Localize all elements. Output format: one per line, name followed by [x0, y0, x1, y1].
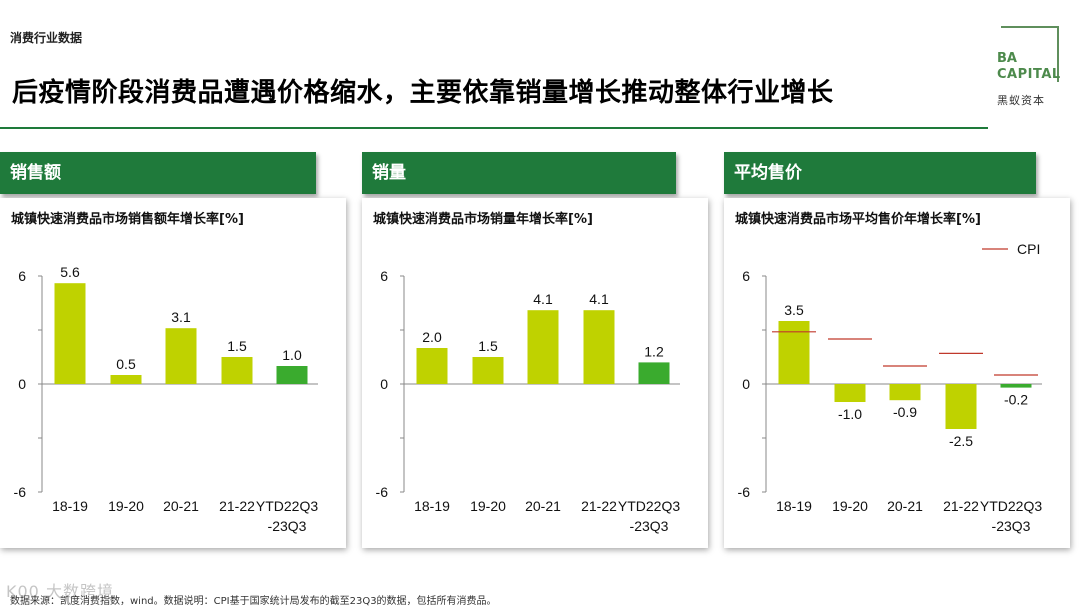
bar — [54, 283, 86, 384]
y-tick-label: 6 — [380, 268, 388, 284]
x-tick-label: -23Q3 — [630, 518, 669, 534]
y-tick-label: -6 — [376, 484, 389, 500]
page-title: 后疫情阶段消费品遭遇价格缩水，主要依靠销量增长推动整体行业增长 — [12, 78, 834, 108]
logo-frame — [1001, 26, 1059, 82]
x-tick-label: YTD22Q3 — [256, 498, 318, 514]
bar — [945, 384, 977, 429]
data-label: 1.5 — [478, 338, 498, 354]
x-tick-label: YTD22Q3 — [618, 498, 680, 514]
title-divider — [0, 127, 988, 129]
x-tick-label: 21-22 — [219, 498, 255, 514]
bar — [527, 310, 559, 384]
y-tick-label: 6 — [742, 268, 750, 284]
chart-title-volume: 城镇快速消费品市场销量年增长率[%] — [373, 212, 593, 227]
chart-title-avg-price: 城镇快速消费品市场平均售价年增长率[%] — [735, 212, 981, 227]
data-label: -1.0 — [838, 406, 862, 422]
y-tick-label: 0 — [380, 376, 388, 392]
x-tick-label: -23Q3 — [992, 518, 1031, 534]
watermark: K00 大数跨境 — [6, 582, 114, 601]
logo-line2: CAPITAL — [997, 67, 1061, 82]
y-tick-label: -6 — [738, 484, 751, 500]
chart-title-sales: 城镇快速消费品市场销售额年增长率[%] — [11, 212, 244, 227]
ba-capital-logo: BA CAPITAL 黑蚁资本 — [995, 22, 1065, 107]
chart-card-volume: 城镇快速消费品市场销量年增长率[%] 6 0 -6 2.0 1.5 4.1 4.1 1.2 18… — [362, 198, 708, 548]
x-tick-label: 19-20 — [470, 498, 506, 514]
data-label: -2.5 — [949, 433, 973, 449]
x-tick-label: 20-21 — [163, 498, 199, 514]
footer-note: 数据来源：凯度消费指数，wind。数据说明：CPI基于国家统计局发布的截至23Q… — [10, 596, 497, 607]
tab-volume: 销量 — [362, 152, 676, 194]
bar — [276, 366, 308, 384]
data-label: 4.1 — [589, 291, 609, 307]
data-label: 1.2 — [644, 343, 664, 359]
y-tick-label: 6 — [18, 268, 26, 284]
x-tick-label: YTD22Q3 — [980, 498, 1042, 514]
data-label: 2.0 — [422, 329, 442, 345]
bar — [638, 362, 670, 384]
data-label: -0.2 — [1004, 392, 1028, 408]
data-label: 1.0 — [282, 347, 302, 363]
chart-avg-price: 6 0 -6 3.5 -1.0 -0.9 -2.5 -0.2 CPI 18-19 19-20 20-2… — [738, 241, 1043, 534]
bar — [110, 375, 142, 384]
y-tick-label: 0 — [18, 376, 26, 392]
bar — [889, 384, 921, 401]
x-tick-label: 21-22 — [943, 498, 979, 514]
chart-sales: 6 0 -6 5.6 0.5 3.1 1.5 1.0 18-19 19-20 20-21 21-22 Y… — [14, 264, 319, 534]
x-tick-label: 20-21 — [887, 498, 923, 514]
y-tick-label: 0 — [742, 376, 750, 392]
bar — [416, 348, 448, 384]
chart-volume: 6 0 -6 2.0 1.5 4.1 4.1 1.2 18-19 19-20 20-21 21-22 Y… — [376, 268, 681, 534]
bar — [834, 384, 866, 402]
chart-card-sales: 城镇快速消费品市场销售额年增长率[%] 6 0 -6 5.6 0.5 3.1 1.5 1.0 1… — [0, 198, 346, 548]
x-tick-label: 20-21 — [525, 498, 561, 514]
bar — [1000, 384, 1032, 388]
x-tick-label: 21-22 — [581, 498, 617, 514]
data-label: 1.5 — [227, 338, 247, 354]
logo-line1: BA — [997, 51, 1017, 66]
tab-sales: 销售额 — [0, 152, 316, 194]
bar — [221, 357, 253, 384]
bar — [778, 321, 810, 384]
tab-avg-price: 平均售价 — [724, 152, 1036, 194]
data-label: 3.5 — [784, 302, 804, 318]
bar — [583, 310, 615, 384]
bar — [165, 328, 197, 384]
category-label: 消费行业数据 — [10, 31, 83, 45]
data-label: 5.6 — [60, 264, 80, 280]
data-label: -0.9 — [893, 404, 917, 420]
x-tick-label: -23Q3 — [268, 518, 307, 534]
logo-cn: 黑蚁资本 — [997, 94, 1045, 107]
data-label: 0.5 — [116, 356, 136, 372]
legend-cpi-label: CPI — [1017, 241, 1040, 257]
x-tick-label: 18-19 — [52, 498, 88, 514]
bar — [472, 357, 504, 384]
chart-card-avg-price: 城镇快速消费品市场平均售价年增长率[%] 6 0 -6 3.5 -1.0 -0.9 -2.5… — [724, 198, 1070, 548]
x-tick-label: 18-19 — [776, 498, 812, 514]
x-tick-label: 18-19 — [414, 498, 450, 514]
data-label: 3.1 — [171, 309, 191, 325]
data-label: 4.1 — [533, 291, 553, 307]
x-tick-label: 19-20 — [832, 498, 868, 514]
x-tick-label: 19-20 — [108, 498, 144, 514]
y-tick-label: -6 — [14, 484, 27, 500]
